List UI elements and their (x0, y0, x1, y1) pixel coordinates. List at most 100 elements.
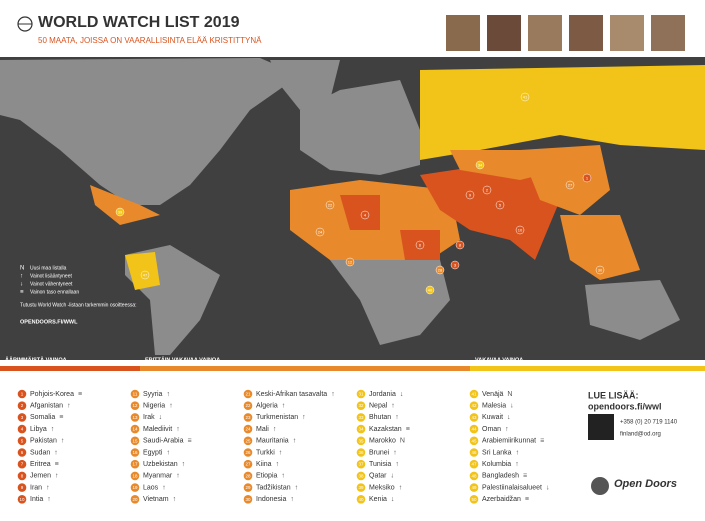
rank-badge (243, 448, 253, 457)
rank-badge (356, 413, 366, 422)
rank: 40 (358, 497, 364, 502)
country-name: Palestiinalaisalueet (482, 484, 542, 491)
legend-note: Tutustu World Watch -listaan tarkemmin o… (20, 302, 137, 308)
map-rank: 28 (438, 267, 443, 272)
country-name: Kenia (369, 496, 387, 503)
country-name: Egypti (143, 449, 163, 456)
rank-badge (130, 401, 140, 411)
trend: ↑ (391, 403, 395, 410)
rank: 33 (358, 415, 364, 420)
trend: ↑ (162, 484, 166, 491)
title: WORLD WATCH LIST 2019 (38, 14, 240, 31)
rank: 10 (19, 497, 25, 502)
trend: ↑ (395, 414, 399, 421)
trend: ↑ (282, 403, 286, 410)
rank: 8 (21, 473, 24, 478)
libya (340, 195, 380, 230)
country-name: Nigeria (143, 403, 165, 410)
country-name: Syyria (143, 391, 163, 398)
rank-badge (243, 459, 253, 469)
rank: 32 (358, 403, 364, 408)
rank: 21 (245, 391, 251, 396)
trend: ≡ (525, 496, 529, 503)
trend: ↓ (546, 484, 550, 491)
country-name: Algeria (256, 403, 278, 410)
legend-label: Uusi maa listalla (30, 265, 67, 271)
country-list: 1 Pohjois-Korea ≡ 2 Afganistan ↑ 3 Somalia ≡ 4 Lib… (17, 389, 550, 504)
rank: 11 (133, 391, 138, 396)
map-rank: 4 (364, 212, 367, 217)
trend: ↓ (510, 403, 514, 410)
trend: ↓ (391, 473, 395, 480)
map-rank: 34 (478, 162, 483, 167)
trend: ≡ (59, 414, 63, 421)
trend: ≡ (523, 473, 527, 480)
map-rank: 47 (143, 272, 148, 277)
trend: ↑ (273, 426, 277, 433)
rank-badge (243, 436, 253, 446)
country-name: Marokko (369, 438, 396, 445)
country-name: Kolumbia (482, 461, 511, 468)
trend: ↑ (279, 449, 283, 456)
rank: 19 (132, 485, 138, 490)
map-legend: N Uusi maa listalla ↑ Vainot lisääntyneet ↓ V… (20, 265, 137, 325)
trend: ↑ (166, 391, 170, 398)
map-rank: 3 (454, 262, 457, 267)
trend: ↑ (295, 484, 299, 491)
rank-badge (130, 448, 140, 457)
brand: Open Doors (614, 478, 677, 490)
trend: N (400, 438, 405, 445)
rank: 48 (471, 473, 477, 478)
map-rank: 5 (499, 202, 502, 207)
country-name: Kiina (256, 461, 272, 468)
country-name: Vietnam (143, 496, 169, 503)
rank: 42 (471, 403, 477, 408)
country-name: Etiopia (256, 473, 278, 480)
country-name: Kazakstan (369, 426, 402, 433)
rank: 35 (358, 438, 364, 443)
map-rank: 22 (328, 202, 333, 207)
rank: 14 (132, 427, 138, 432)
legend-symbol: ≡ (20, 290, 24, 296)
rank: 46 (471, 450, 477, 455)
country-name: Qatar (369, 473, 387, 480)
rank: 9 (21, 485, 24, 490)
rank-badge (469, 401, 479, 411)
rank: 2 (21, 403, 24, 408)
subtitle: 50 MAATA, JOISSA ON VAARALLISINTA ELÄÄ K… (38, 36, 262, 45)
legend-label: Vainon taso ennallaan (30, 289, 79, 295)
band-name: VAKAVAA VAINOA (475, 357, 523, 363)
country-name: Kuwait (482, 414, 503, 421)
rank-badge (356, 483, 366, 492)
rank: 28 (245, 473, 251, 478)
country-name: Bangladesh (482, 473, 519, 480)
rank-badge (130, 389, 140, 399)
contact-heading: LUE LISÄÄ: (588, 390, 639, 400)
rank: 31 (358, 391, 364, 396)
map-marker (425, 285, 435, 295)
trend: ↑ (176, 473, 180, 480)
europe (300, 80, 420, 175)
rank-badge (130, 471, 140, 481)
rank: 23 (245, 415, 251, 420)
rank: 43 (471, 415, 477, 420)
trend: ↑ (505, 426, 509, 433)
country-name: Oman (482, 426, 501, 433)
trend: ↑ (395, 461, 399, 468)
rank: 39 (358, 485, 364, 490)
trend: ↑ (281, 473, 285, 480)
map-marker (315, 227, 325, 237)
trend: ↑ (331, 391, 335, 398)
trend: ≡ (78, 391, 82, 398)
map-rank: 24 (318, 229, 323, 234)
trend: ↓ (400, 391, 404, 398)
photo (528, 15, 562, 51)
rank: 50 (471, 497, 477, 502)
contact-phone: +358 (0) 20 719 1140 (620, 420, 678, 426)
country-name: Arabiemiirikunnat (482, 438, 536, 445)
country-name: Mauritania (256, 438, 289, 445)
southeast-asia (560, 215, 640, 280)
rank: 45 (471, 438, 477, 443)
legend-symbol: ↑ (20, 274, 23, 280)
